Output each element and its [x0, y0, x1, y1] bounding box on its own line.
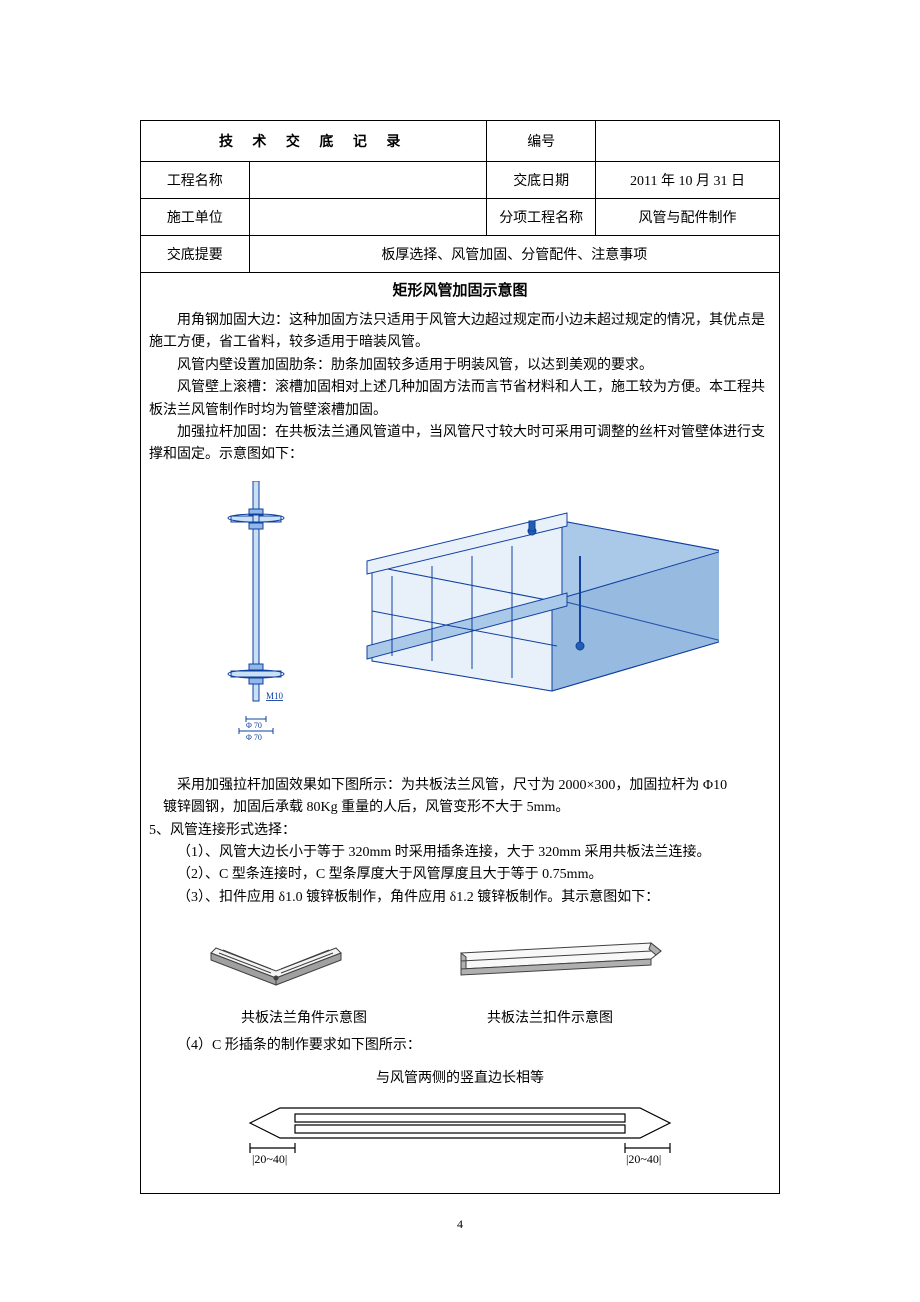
- gongcheng-value: [249, 162, 487, 199]
- rod-label-m10: M10: [266, 691, 284, 701]
- gongcheng-label: 工程名称: [141, 162, 250, 199]
- duct-3d-diagram: [332, 481, 719, 741]
- corner-caption: 共板法兰角件示意图: [241, 1007, 367, 1027]
- p5b: 镀锌圆钢，加固后承载 80Kg 重量的人后，风管变形不大于 5mm。: [149, 797, 771, 819]
- p1: 用角钢加固大边：这种加固方法只适用于风管大边超过规定而小边未超过规定的情况，其优…: [149, 310, 771, 355]
- diagram-row: M10 Φ 70 Φ 70: [141, 471, 779, 771]
- corner-diagrams-row: [141, 913, 779, 1003]
- p2: 风管内壁设置加固肋条：肋条加固较多适用于明装风管，以达到美观的要求。: [149, 355, 771, 377]
- fenxiang-label: 分项工程名称: [487, 199, 596, 236]
- p10: （4）C 形插条的制作要求如下图所示：: [149, 1035, 771, 1057]
- cstrip-diagram: |20~40| |20~40|: [141, 1093, 779, 1193]
- bianhao-value: [596, 121, 780, 162]
- shigong-value: [249, 199, 487, 236]
- p7: （1）、风管大边长小于等于 320mm 时采用插条连接，大于 320mm 采用共…: [149, 842, 771, 864]
- after-diagram-text: 采用加强拉杆加固效果如下图所示：为共板法兰风管，尺寸为 2000×300，加固拉…: [141, 771, 779, 913]
- cstrip-dim-right: |20~40|: [626, 1152, 661, 1166]
- cstrip-top-label: 与风管两侧的竖直边长相等: [141, 1061, 779, 1093]
- section-title: 矩形风管加固示意图: [141, 273, 779, 306]
- rod-diagram: M10 Φ 70 Φ 70: [201, 481, 302, 761]
- clip-piece-diagram: [451, 923, 671, 993]
- p8: （2）、C 型条连接时，C 型条厚度大于风管厚度且大于等于 0.75mm。: [149, 864, 771, 886]
- p4: 加强拉杆加固：在共板法兰通风管道中，当风管尺寸较大时可采用可调整的丝杆对管壁体进…: [149, 422, 771, 467]
- caption-row: 共板法兰角件示意图 共板法兰扣件示意图: [141, 1003, 779, 1031]
- fenxiang-value: 风管与配件制作: [596, 199, 780, 236]
- shigong-label: 施工单位: [141, 199, 250, 236]
- corner-piece-diagram: [201, 923, 371, 993]
- p5a: 采用加强拉杆加固效果如下图所示：为共板法兰风管，尺寸为 2000×300，加固拉…: [149, 775, 771, 797]
- doc-title: 技 术 交 底 记 录: [141, 121, 487, 162]
- rod-label-phi70b: Φ 70: [246, 733, 262, 742]
- p3: 风管壁上滚槽：滚槽加固相对上述几种加固方法而言节省材料和人工，施工较为方便。本工…: [149, 377, 771, 422]
- clip-caption: 共板法兰扣件示意图: [487, 1007, 613, 1027]
- jiaodi-date-label: 交底日期: [487, 162, 596, 199]
- rod-label-phi70a: Φ 70: [246, 721, 262, 730]
- tiyao-label: 交底提要: [141, 236, 250, 273]
- header-table: 技 术 交 底 记 录 编号 工程名称 交底日期 2011 年 10 月 31 …: [140, 120, 780, 273]
- intro-text: 用角钢加固大边：这种加固方法只适用于风管大边超过规定而小边未超过规定的情况，其优…: [141, 306, 779, 471]
- p10-wrap: （4）C 形插条的制作要求如下图所示：: [141, 1031, 779, 1061]
- tiyao-value: 板厚选择、风管加固、分管配件、注意事项: [249, 236, 779, 273]
- bianhao-label: 编号: [487, 121, 596, 162]
- p6: 5、风管连接形式选择：: [149, 820, 771, 842]
- p9: （3）、扣件应用 δ1.0 镀锌板制作，角件应用 δ1.2 镀锌板制作。其示意图…: [149, 887, 771, 909]
- jiaodi-date-value: 2011 年 10 月 31 日: [596, 162, 780, 199]
- page-number: 4: [457, 1217, 463, 1232]
- main-content: 矩形风管加固示意图 用角钢加固大边：这种加固方法只适用于风管大边超过规定而小边未…: [140, 273, 780, 1194]
- cstrip-dim-left: |20~40|: [252, 1152, 287, 1166]
